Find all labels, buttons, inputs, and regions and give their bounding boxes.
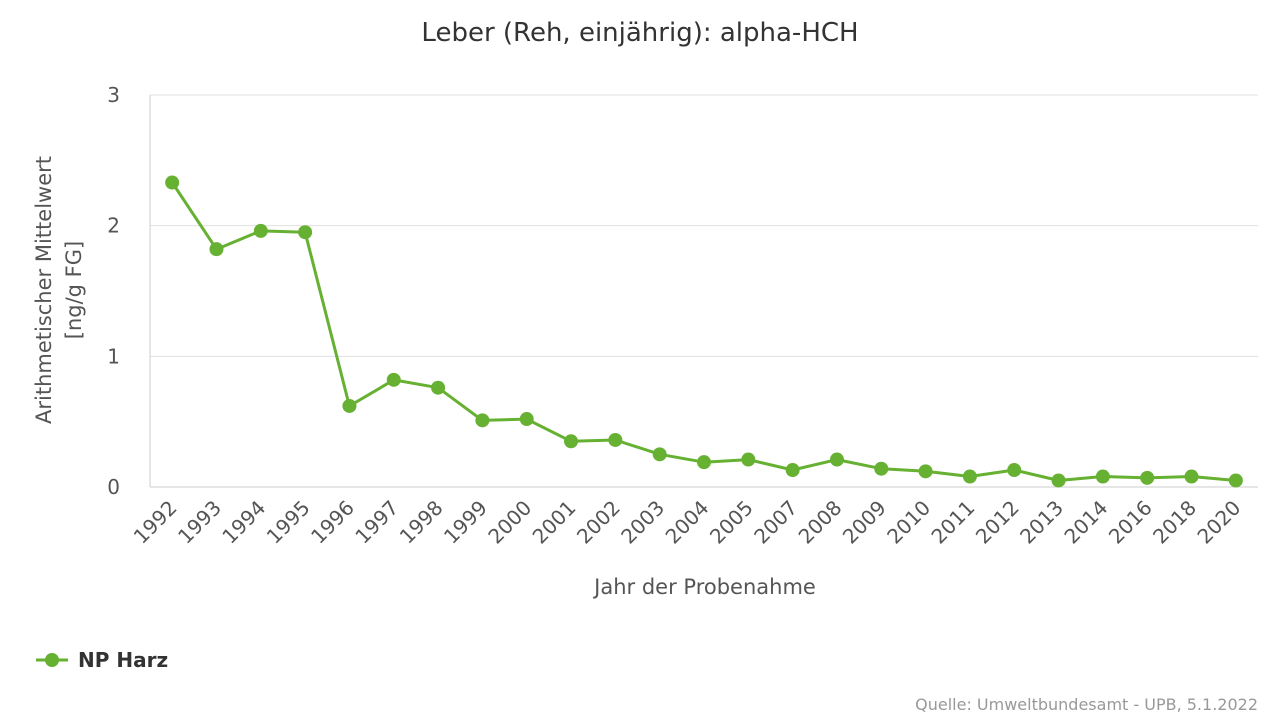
data-point[interactable] — [785, 463, 800, 478]
data-point[interactable] — [874, 461, 889, 476]
x-tick-label: 1998 — [395, 496, 448, 549]
data-point[interactable] — [1095, 469, 1110, 484]
x-tick-label: 2009 — [838, 496, 891, 549]
x-tick-label: 2005 — [705, 496, 758, 549]
data-point[interactable] — [519, 412, 534, 427]
data-point[interactable] — [253, 223, 268, 238]
data-point[interactable] — [697, 455, 711, 470]
x-tick-label: 1996 — [306, 496, 359, 549]
data-point[interactable] — [1228, 473, 1243, 488]
data-point[interactable] — [608, 432, 623, 447]
data-point[interactable] — [209, 242, 224, 257]
x-tick-label: 2014 — [1059, 496, 1112, 549]
series-line — [170, 181, 1238, 482]
data-point[interactable] — [1051, 473, 1066, 488]
x-tick-label: 1999 — [439, 496, 492, 549]
data-point[interactable] — [962, 469, 977, 484]
data-point[interactable] — [342, 398, 357, 413]
x-tick-label: 1992 — [129, 496, 182, 549]
x-tick-label: 1993 — [173, 496, 226, 549]
x-tick-label: 2020 — [1192, 496, 1245, 549]
data-point[interactable] — [298, 225, 313, 240]
y-axis-title-line2: [ng/g FG] — [62, 241, 86, 339]
data-point[interactable] — [1184, 469, 1199, 484]
data-point[interactable] — [1140, 470, 1155, 485]
y-tick-label: 2 — [107, 214, 120, 238]
grid-lines — [150, 94, 1258, 357]
chart-title: Leber (Reh, einjährig): alpha-HCH — [421, 18, 858, 48]
data-point[interactable] — [475, 413, 490, 428]
x-tick-label: 1995 — [262, 496, 315, 549]
y-tick-label: 3 — [107, 83, 120, 107]
data-point[interactable] — [1007, 463, 1022, 478]
data-point[interactable] — [564, 434, 579, 449]
y-axis-ticks: 0 1 2 3 — [107, 83, 120, 499]
series-np-harz — [165, 175, 1243, 488]
x-axis-title: Jahr der Probenahme — [592, 575, 816, 599]
x-tick-label: 2004 — [661, 496, 714, 549]
x-tick-label: 2008 — [794, 496, 847, 549]
legend-item-np-harz[interactable]: NP Harz — [36, 648, 168, 672]
y-axis-title-line1: Arithmetischer Mittelwert — [32, 156, 56, 424]
data-point[interactable] — [741, 452, 756, 467]
credits-text[interactable]: Quelle: Umweltbundesamt - UPB, 5.1.2022 — [915, 695, 1258, 714]
legend-label: NP Harz — [78, 648, 168, 672]
y-axis-title: Arithmetischer Mittelwert [ng/g FG] — [32, 156, 86, 424]
data-point[interactable] — [386, 372, 401, 387]
x-tick-label: 2007 — [749, 496, 802, 549]
data-point[interactable] — [918, 464, 933, 479]
x-tick-label: 2000 — [483, 496, 536, 549]
data-point[interactable] — [652, 447, 667, 462]
y-tick-label: 0 — [107, 475, 120, 499]
x-tick-label: 2018 — [1148, 496, 1201, 549]
x-tick-label: 1997 — [350, 496, 403, 549]
data-point[interactable] — [165, 175, 180, 190]
x-tick-label: 2001 — [528, 496, 581, 549]
data-point[interactable] — [431, 380, 446, 395]
x-axis-ticks: 1992199319941995199619971998199920002001… — [129, 496, 1246, 549]
legend-marker — [45, 653, 59, 667]
x-tick-label: 2002 — [572, 496, 625, 549]
x-tick-label: 2011 — [926, 496, 979, 549]
data-point[interactable] — [829, 452, 844, 467]
x-tick-label: 2016 — [1104, 496, 1157, 549]
x-tick-label: 2003 — [616, 496, 669, 549]
x-tick-label: 2010 — [882, 496, 935, 549]
x-tick-label: 2013 — [1015, 496, 1068, 549]
y-tick-label: 1 — [107, 344, 120, 368]
x-tick-label: 2012 — [971, 496, 1024, 549]
x-tick-label: 1994 — [217, 496, 270, 549]
